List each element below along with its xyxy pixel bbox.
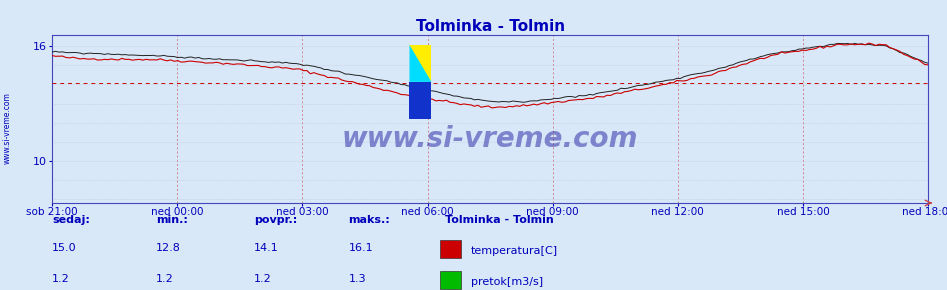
Bar — [440, 271, 461, 289]
Polygon shape — [409, 45, 432, 82]
Bar — [440, 240, 461, 258]
Text: maks.:: maks.: — [348, 215, 390, 225]
Title: Tolminka - Tolmin: Tolminka - Tolmin — [416, 19, 564, 34]
Text: 16.1: 16.1 — [348, 243, 373, 253]
Text: 1.2: 1.2 — [52, 274, 70, 284]
Text: 1.2: 1.2 — [156, 274, 174, 284]
Text: 12.8: 12.8 — [156, 243, 181, 253]
Text: povpr.:: povpr.: — [254, 215, 297, 225]
Text: temperatura[C]: temperatura[C] — [471, 246, 558, 256]
Text: 1.2: 1.2 — [254, 274, 272, 284]
Text: 1.3: 1.3 — [348, 274, 366, 284]
Text: 14.1: 14.1 — [254, 243, 278, 253]
Text: sedaj:: sedaj: — [52, 215, 90, 225]
Text: Tolminka - Tolmin: Tolminka - Tolmin — [445, 215, 554, 225]
Text: www.si-vreme.com: www.si-vreme.com — [3, 92, 12, 164]
Polygon shape — [409, 82, 432, 119]
Text: 15.0: 15.0 — [52, 243, 77, 253]
Polygon shape — [409, 45, 432, 82]
Text: min.:: min.: — [156, 215, 188, 225]
Text: pretok[m3/s]: pretok[m3/s] — [471, 277, 543, 287]
Text: www.si-vreme.com: www.si-vreme.com — [342, 125, 638, 153]
